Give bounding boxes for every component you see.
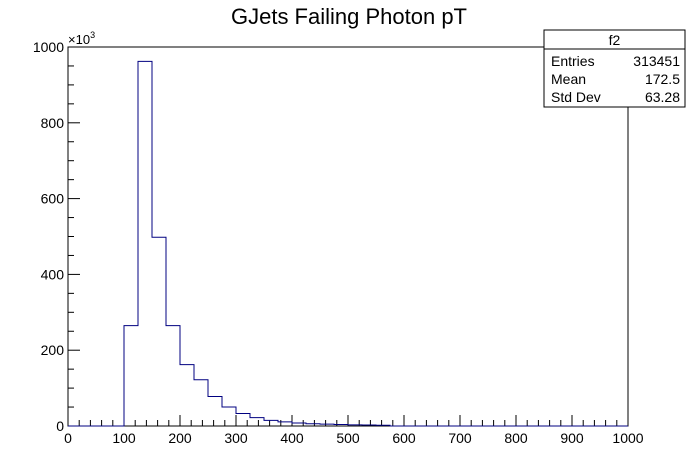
- y-axis: 0 200 400 600 800 1000: [33, 39, 80, 434]
- y-multiplier-base: ×10: [68, 32, 90, 47]
- y-tick-label: 200: [41, 342, 65, 358]
- x-tick-label: 1000: [612, 430, 643, 446]
- x-tick-label: 400: [280, 430, 304, 446]
- histogram-outline: [68, 60, 628, 427]
- x-tick-label: 0: [64, 430, 72, 446]
- stats-label-mean: Mean: [551, 71, 586, 87]
- stats-value-mean: 172.5: [645, 71, 680, 87]
- x-axis: 0 100 200 300 400 500 600 700 800 900 1000: [64, 415, 644, 446]
- x-tick-label: 900: [560, 430, 584, 446]
- x-tick-label: 700: [448, 430, 472, 446]
- stats-box-name: f2: [609, 32, 621, 48]
- x-tick-label: 500: [336, 430, 360, 446]
- y-multiplier-exponent: 3: [90, 30, 95, 40]
- x-tick-label: 300: [224, 430, 248, 446]
- stats-box-frame: [543, 29, 686, 108]
- y-tick-label: 400: [41, 266, 65, 282]
- stats-label-entries: Entries: [551, 53, 595, 69]
- y-tick-label: 1000: [33, 39, 64, 55]
- x-tick-label: 600: [392, 430, 416, 446]
- y-tick-label: 800: [41, 115, 65, 131]
- x-tick-label: 200: [168, 430, 192, 446]
- stats-value-entries: 313451: [633, 53, 680, 69]
- y-multiplier: ×103: [68, 30, 95, 47]
- y-tick-label: 600: [41, 191, 65, 207]
- stats-box: f2 Entries 313451 Mean 172.5 Std Dev 63.…: [543, 29, 686, 108]
- x-tick-label: 800: [504, 430, 528, 446]
- x-tick-label: 100: [112, 430, 136, 446]
- stats-label-stddev: Std Dev: [551, 89, 601, 105]
- chart-title: GJets Failing Photon pT: [231, 4, 467, 29]
- y-tick-label: 0: [56, 418, 64, 434]
- stats-value-stddev: 63.28: [645, 89, 680, 105]
